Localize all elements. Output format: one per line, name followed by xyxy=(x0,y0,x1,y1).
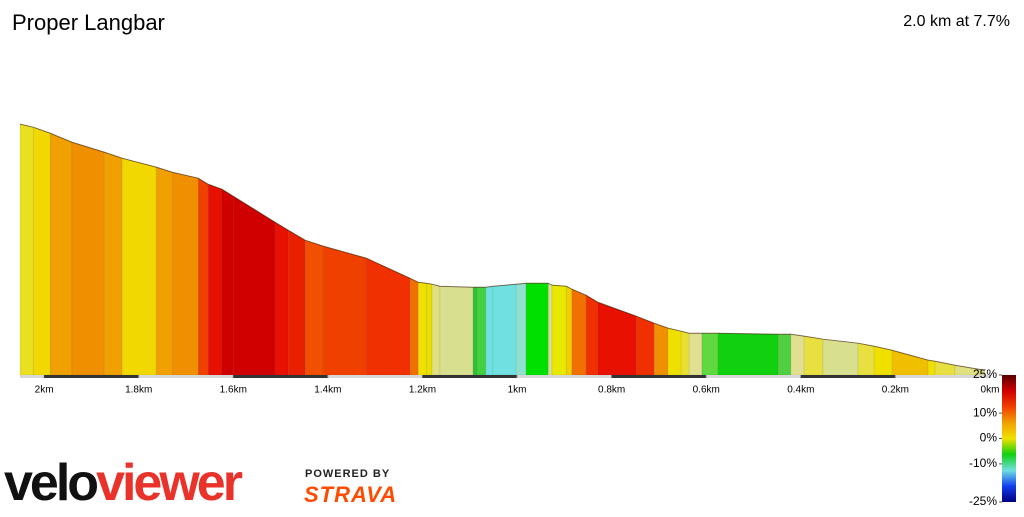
gradient-segment xyxy=(19,123,34,376)
gradient-segment xyxy=(653,322,669,376)
gradient-segment xyxy=(717,332,779,376)
gradient-segment xyxy=(274,221,289,376)
colorbar-tick-label: 0% xyxy=(980,431,998,445)
gradient-segment xyxy=(417,281,427,376)
logo-velo: velo xyxy=(4,454,97,512)
gradient-segment xyxy=(571,288,587,376)
chart-title: Proper Langbar xyxy=(12,10,165,35)
gradient-segment xyxy=(701,332,719,376)
gradient-segment xyxy=(287,229,306,376)
gradient-segment xyxy=(635,315,655,376)
gradient-segment xyxy=(803,335,824,376)
gradient-segment xyxy=(551,284,567,376)
gradient-segment xyxy=(857,342,875,376)
gradient-segment xyxy=(103,151,123,376)
x-tick-label: 0.6km xyxy=(693,385,720,396)
colorbar xyxy=(1002,375,1016,502)
x-axis-band xyxy=(233,375,328,378)
x-tick-label: 0km xyxy=(981,385,1000,396)
gradient-segment xyxy=(32,126,51,376)
gradient-segment xyxy=(232,195,276,376)
gradient-segment xyxy=(431,283,441,376)
gradient-segment xyxy=(891,349,929,376)
gradient-segment xyxy=(171,171,199,376)
colorbar-tick-label: 25% xyxy=(973,367,997,381)
gradient-segment xyxy=(71,141,105,376)
gradient-segment xyxy=(822,338,859,376)
gradient-segment xyxy=(515,282,527,376)
gradient-segment xyxy=(304,239,324,376)
gradient-segment xyxy=(597,301,637,376)
x-tick-label: 0.8km xyxy=(598,385,625,396)
gradient-segment xyxy=(790,333,805,376)
gradient-segment xyxy=(409,277,419,376)
x-tick-label: 1.6km xyxy=(220,385,247,396)
x-tick-label: 0.4km xyxy=(787,385,814,396)
gradient-segment xyxy=(927,359,936,376)
gradient-segment xyxy=(476,286,487,376)
powered-by: POWERED BY xyxy=(305,468,390,480)
gradient-segment xyxy=(221,188,234,376)
gradient-segment xyxy=(207,183,223,376)
x-tick-label: 0.2km xyxy=(882,385,909,396)
gradient-segment xyxy=(547,282,553,376)
gradient-segment xyxy=(322,245,367,376)
x-tick-label: 1.4km xyxy=(314,385,341,396)
gradient-segment xyxy=(49,132,73,376)
gradient-segment xyxy=(121,157,157,376)
profile-line xyxy=(19,123,985,371)
x-axis-band xyxy=(44,375,139,378)
colorbar-tick-label: 10% xyxy=(973,405,997,419)
x-axis-band xyxy=(611,375,707,378)
chart-subtitle: 2.0 km at 7.7% xyxy=(903,13,1010,30)
gradient-segment xyxy=(667,327,682,376)
gradient-segment xyxy=(425,282,433,376)
gradient-segment xyxy=(439,285,474,376)
logo-viewer: viewer xyxy=(96,454,243,512)
logo: veloviewer xyxy=(4,454,243,512)
gradient-segment xyxy=(680,330,690,376)
gradient-segment xyxy=(472,286,478,376)
x-tick-label: 2km xyxy=(35,385,54,396)
x-axis-band xyxy=(422,375,518,378)
gradient-segment xyxy=(688,332,703,376)
gradient-segment xyxy=(565,285,573,376)
gradient-segment xyxy=(155,166,173,376)
gradient-segment xyxy=(485,285,494,376)
gradient-segment xyxy=(525,282,549,376)
x-tick-label: 1.8km xyxy=(125,385,152,396)
gradient-segment xyxy=(492,283,517,376)
gradient-segment xyxy=(777,333,792,376)
colorbar-tick-label: -10% xyxy=(969,456,997,470)
strava-logo: STRAVA xyxy=(304,482,397,507)
gradient-segment xyxy=(585,294,599,376)
x-tick-label: 1.2km xyxy=(409,385,436,396)
gradient-segment xyxy=(873,345,893,376)
x-tick-label: 1km xyxy=(508,385,527,396)
colorbar-tick-label: -25% xyxy=(969,494,997,508)
gradient-segment xyxy=(197,177,209,376)
x-axis-band xyxy=(800,375,896,378)
